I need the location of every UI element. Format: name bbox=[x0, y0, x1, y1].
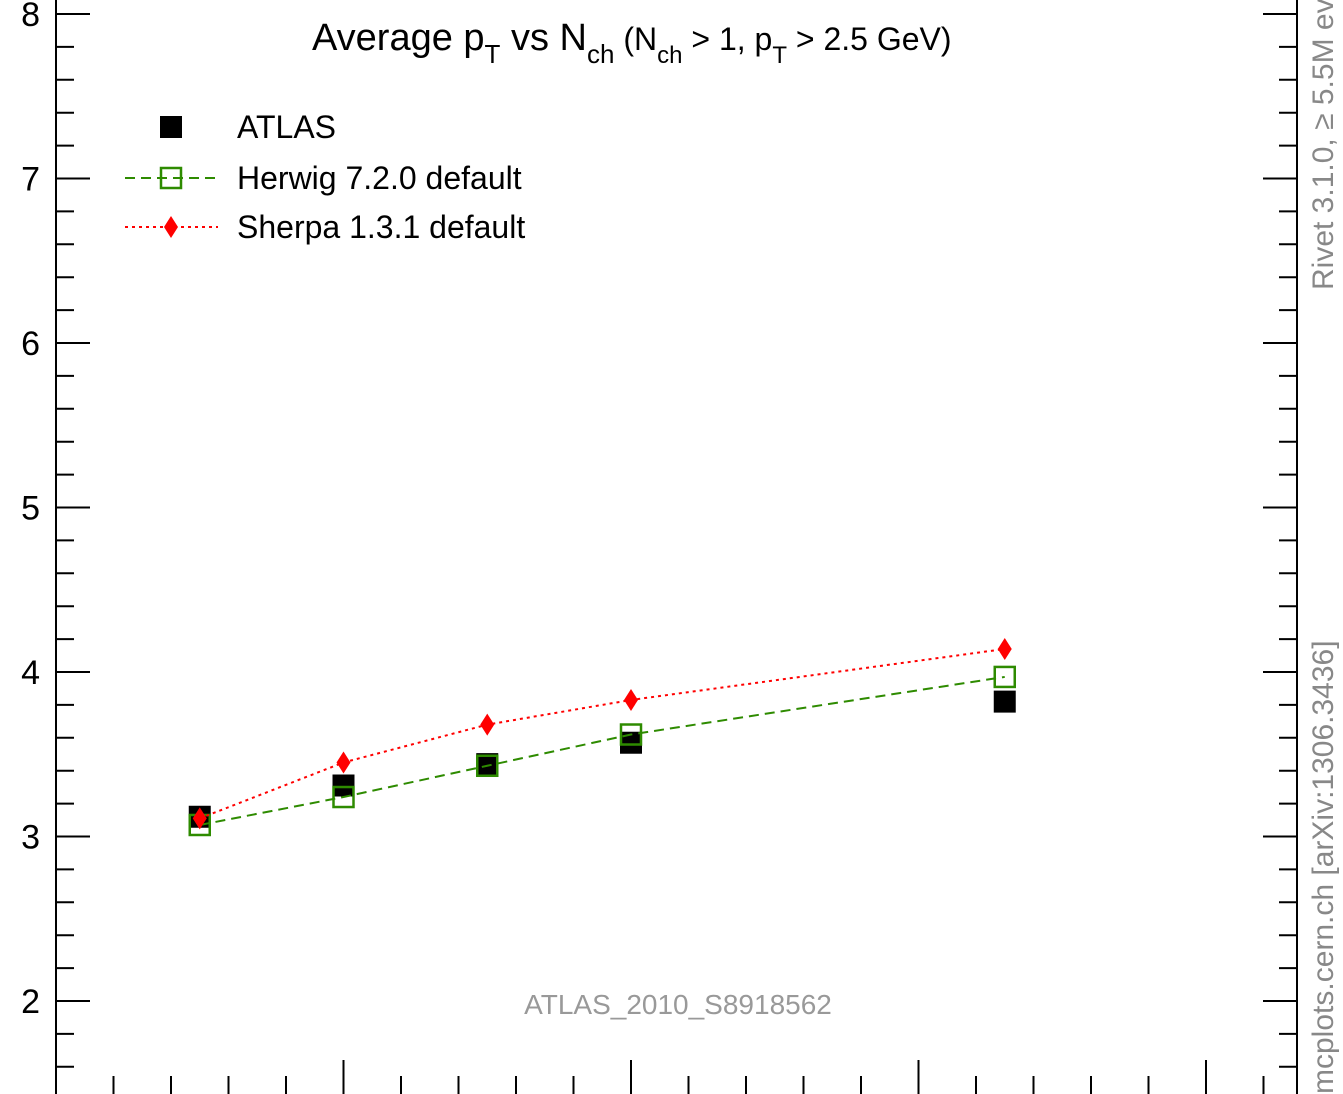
legend: ATLAS Herwig 7.2.0 default Sherpa 1.3.1 de… bbox=[125, 109, 525, 245]
legend-label: Sherpa 1.3.1 default bbox=[237, 209, 525, 245]
legend-marker bbox=[160, 116, 182, 138]
series-sherpa-1-3-1-default bbox=[192, 637, 1012, 830]
data-point bbox=[993, 690, 1016, 713]
y-tick-label: 7 bbox=[21, 161, 40, 199]
x-axis-ticks bbox=[112, 1060, 1265, 1094]
y-tick-label: 4 bbox=[21, 654, 40, 692]
y-axis-labels: 2 3 4 5 6 7 8 bbox=[21, 0, 40, 1021]
data-point bbox=[993, 665, 1016, 689]
legend-label: Herwig 7.2.0 default bbox=[237, 160, 522, 196]
data-point bbox=[480, 713, 495, 736]
mcplots-source-label: mcplots.cern.ch [arXiv:1306.3436] bbox=[1307, 640, 1340, 1094]
y-tick-label: 3 bbox=[21, 819, 40, 857]
plot-frame bbox=[55, 0, 1298, 1094]
data-point bbox=[476, 754, 499, 778]
y-tick-label: 8 bbox=[21, 0, 40, 34]
legend-marker bbox=[164, 216, 178, 238]
series-line bbox=[199, 675, 1005, 826]
data-point bbox=[336, 751, 351, 774]
legend-label: ATLAS bbox=[237, 109, 336, 145]
series-atlas bbox=[188, 690, 1016, 828]
y-tick-label: 2 bbox=[21, 983, 40, 1021]
y-tick-label: 6 bbox=[21, 325, 40, 363]
y-tick-label: 5 bbox=[21, 490, 40, 528]
data-point bbox=[332, 774, 355, 797]
chart-title: Average pT vs Nch (Nch > 1, pT > 2.5 GeV… bbox=[312, 17, 952, 69]
data-point bbox=[997, 637, 1012, 660]
y-axis-ticks bbox=[56, 13, 1297, 1068]
data-point bbox=[192, 807, 207, 830]
data-series bbox=[188, 637, 1016, 837]
legend-item: Herwig 7.2.0 default bbox=[125, 160, 522, 196]
series-herwig-7-2-0-default bbox=[188, 665, 1016, 837]
data-point bbox=[332, 785, 355, 809]
legend-item: Sherpa 1.3.1 default bbox=[125, 209, 525, 245]
legend-item: ATLAS bbox=[160, 109, 336, 145]
analysis-watermark: ATLAS_2010_S8918562 bbox=[524, 989, 832, 1020]
data-point bbox=[619, 723, 643, 746]
series-line bbox=[199, 647, 1005, 820]
rivet-version-label: Rivet 3.1.0, ≥ 5.5M events bbox=[1307, 0, 1340, 290]
data-point bbox=[620, 731, 642, 754]
data-point bbox=[476, 753, 499, 776]
legend-marker bbox=[159, 166, 183, 190]
data-point bbox=[624, 688, 638, 711]
